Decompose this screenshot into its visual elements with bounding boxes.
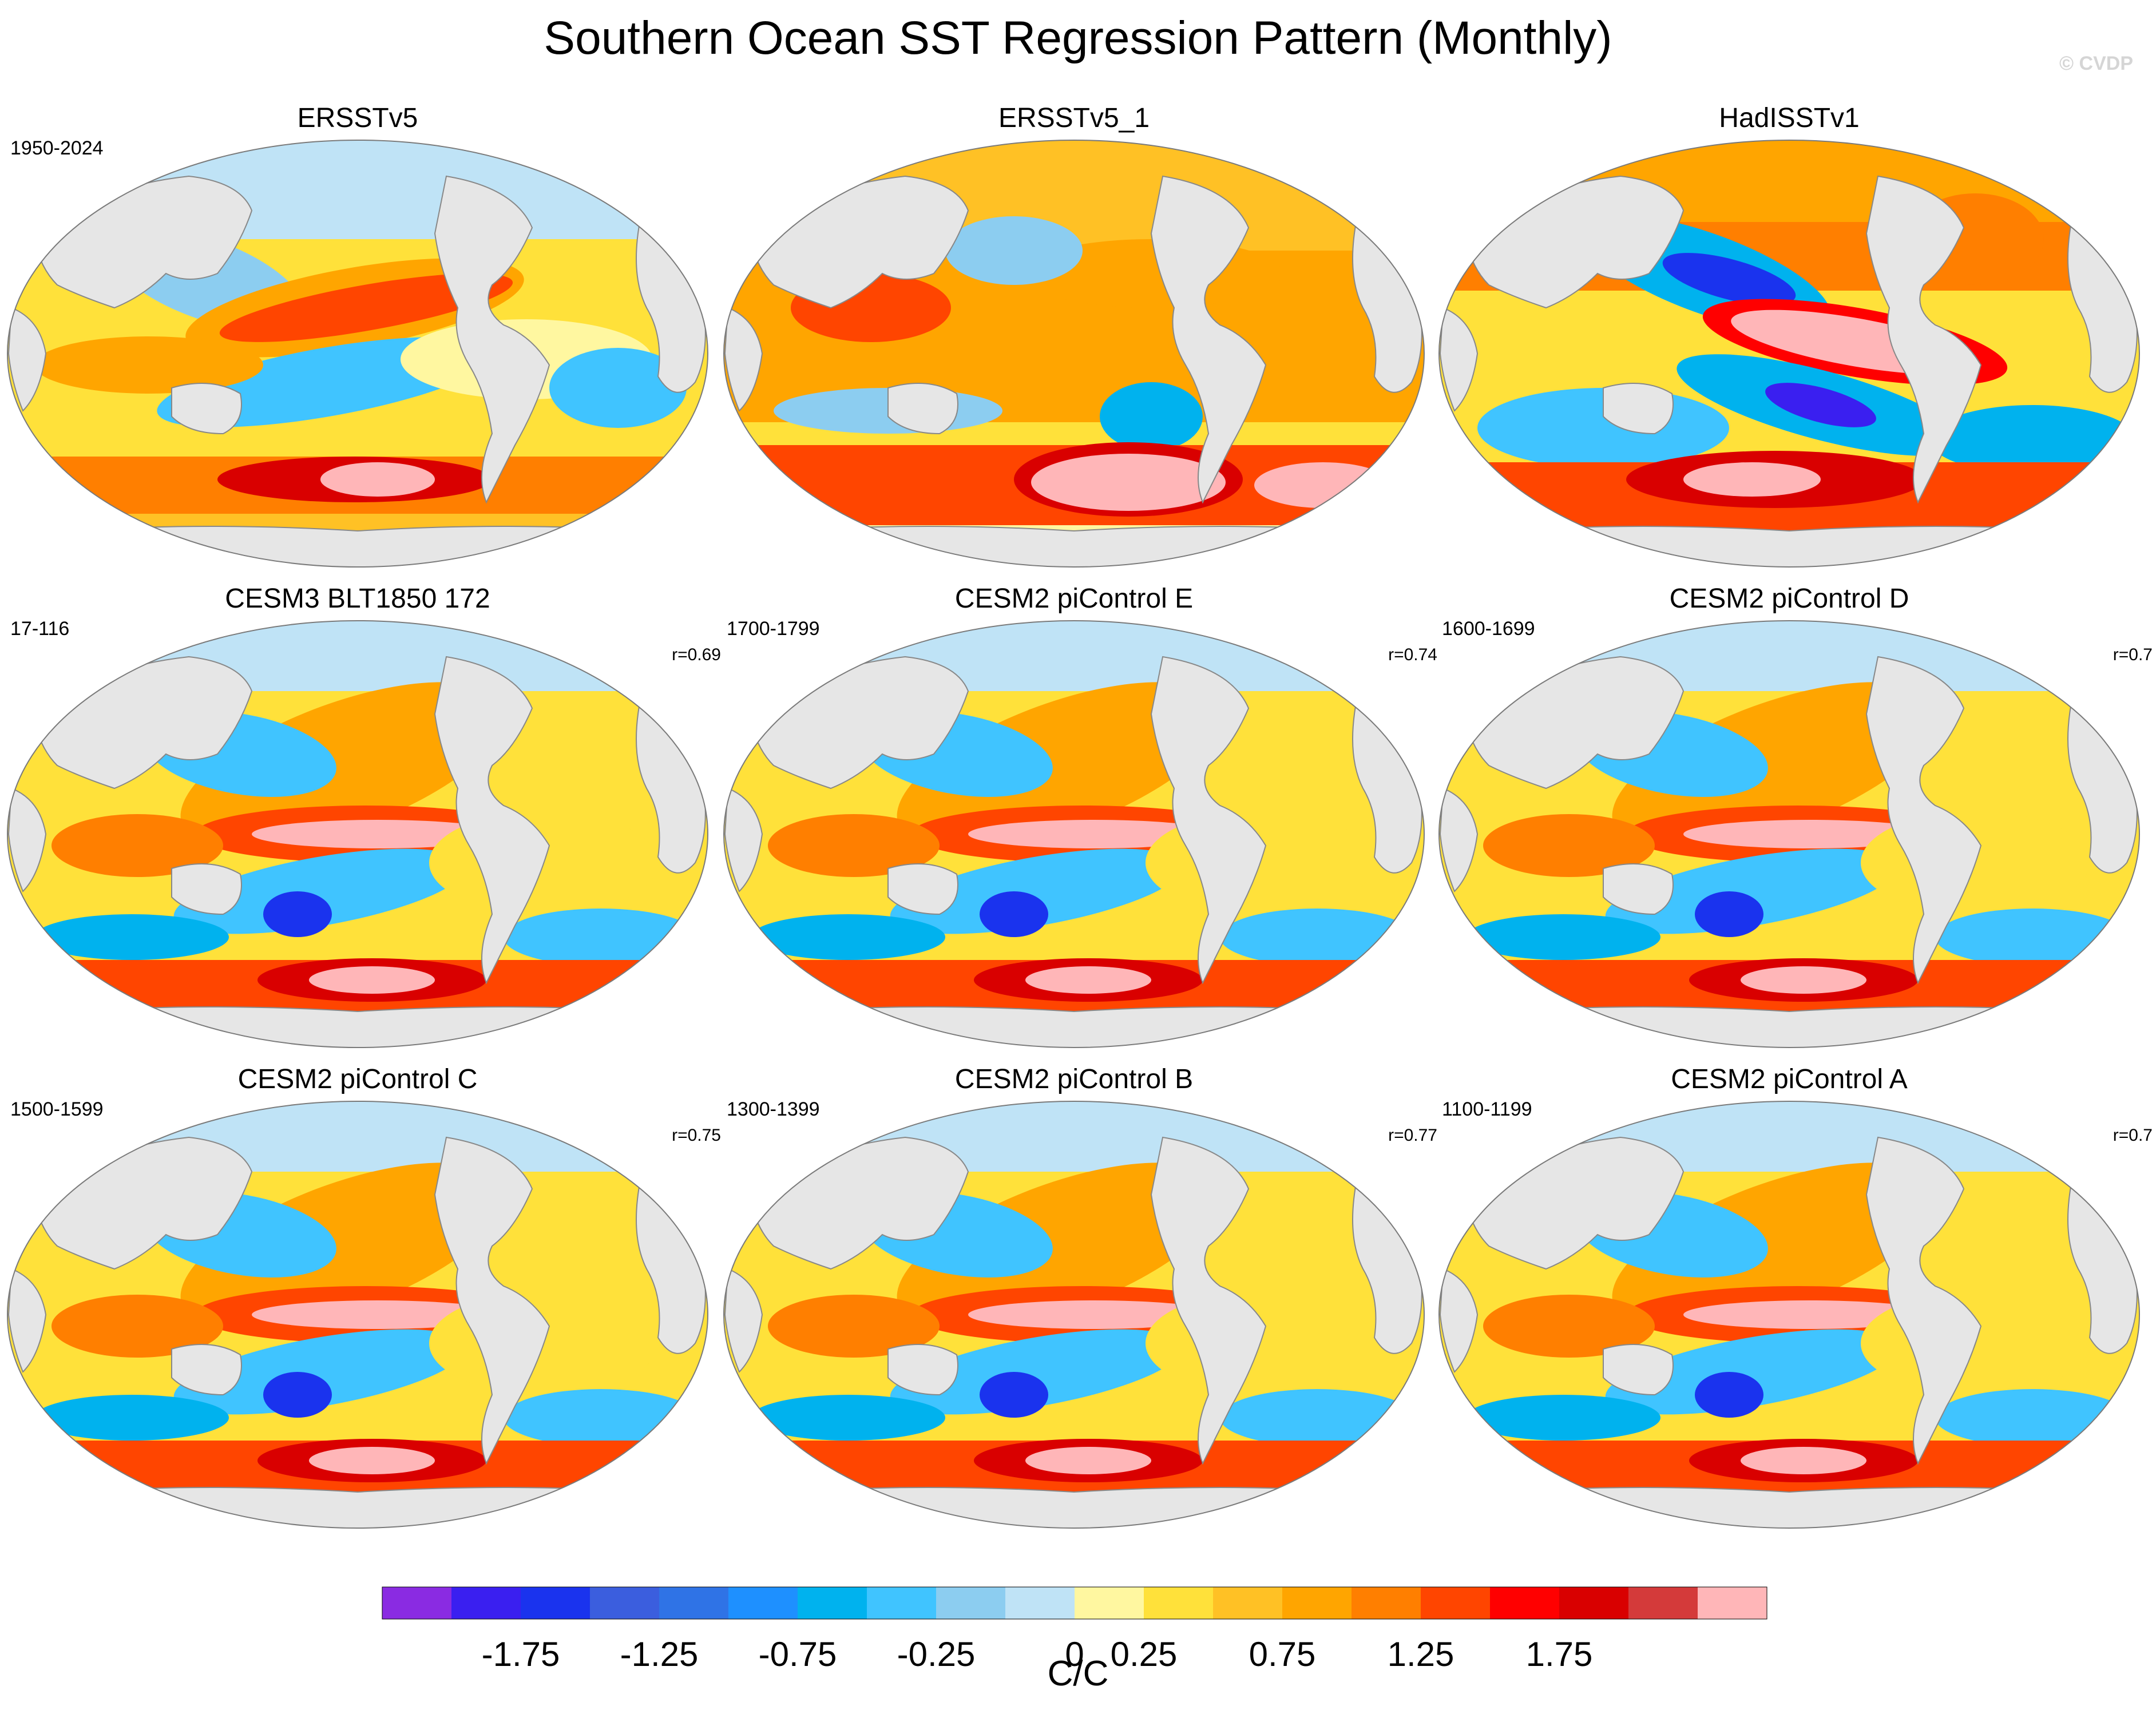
colorbar-swatch xyxy=(521,1587,590,1619)
map-border xyxy=(1438,140,2140,568)
panel-title: CESM3 BLT1850 172 xyxy=(225,584,490,614)
map-panel: CESM2 piControl C 1500-1599 r=0.75 xyxy=(0,1063,721,1538)
map-panel: ERSSTv5 1950-2024 xyxy=(0,102,715,577)
map-border xyxy=(7,620,708,1048)
map-border xyxy=(723,620,1425,1048)
colorbar-swatch xyxy=(451,1587,521,1619)
robinson-map xyxy=(7,140,708,568)
panel-period: 17-116 xyxy=(10,618,70,640)
panel-period: 1100-1199 xyxy=(1442,1098,1532,1120)
colorbar-swatch xyxy=(728,1587,798,1619)
colorbar-frame xyxy=(382,1586,1767,1620)
robinson-map xyxy=(7,1101,708,1529)
colorbar-swatch xyxy=(1698,1587,1767,1619)
colorbar-tick-label: 1.25 xyxy=(1388,1635,1454,1673)
colorbar-swatch xyxy=(867,1587,937,1619)
panel-title: CESM2 piControl B xyxy=(954,1064,1194,1094)
colorbar-units: C/C xyxy=(1047,1654,1109,1693)
panel-title: ERSSTv5_1 xyxy=(998,103,1150,133)
map-panel: CESM2 piControl E 1700-1799 r=0.74 xyxy=(716,582,1437,1057)
colorbar-swatch xyxy=(1421,1587,1491,1619)
map-border xyxy=(723,140,1425,568)
panel-period: 1600-1699 xyxy=(1442,618,1535,640)
robinson-map xyxy=(1438,620,2140,1048)
robinson-map xyxy=(1438,140,2140,568)
colorbar-swatch xyxy=(1005,1587,1075,1619)
map-border xyxy=(723,1101,1425,1529)
colorbar-tick-label: -1.25 xyxy=(620,1635,699,1673)
robinson-map xyxy=(723,140,1425,568)
panel-period: 1500-1599 xyxy=(10,1098,104,1120)
panel-period: 1950-2024 xyxy=(10,137,104,159)
colorbar-tick-label: 0.75 xyxy=(1249,1635,1316,1673)
panel-title: ERSSTv5 xyxy=(297,103,418,133)
pattern-correlation: r=0.7 xyxy=(2113,645,2153,664)
robinson-map xyxy=(7,620,708,1048)
panel-title: CESM2 piControl D xyxy=(1669,584,1909,614)
panel-title: CESM2 piControl C xyxy=(237,1064,478,1094)
panel-title: CESM2 piControl E xyxy=(954,584,1194,614)
colorbar-swatch xyxy=(382,1587,452,1619)
colorbar-tick-label: -0.25 xyxy=(897,1635,976,1673)
map-border xyxy=(1438,620,2140,1048)
colorbar-swatch xyxy=(1352,1587,1421,1619)
map-border xyxy=(1438,1101,2140,1529)
map-panel: CESM2 piControl B 1300-1399 r=0.77 xyxy=(716,1063,1437,1538)
colorbar-tick-label: 1.75 xyxy=(1526,1635,1593,1673)
map-panel: CESM2 piControl D 1600-1699 r=0.7 xyxy=(1432,582,2153,1057)
map-border xyxy=(7,1101,708,1529)
colorbar-swatch xyxy=(798,1587,867,1619)
colorbar-tick-label: -1.75 xyxy=(482,1635,560,1673)
map-panel: ERSSTv5_1 xyxy=(716,102,1432,577)
colorbar-tick-label: 0 xyxy=(1065,1635,1084,1673)
colorbar-tick-label: -0.75 xyxy=(759,1635,837,1673)
colorbar-swatch xyxy=(1213,1587,1283,1619)
robinson-map xyxy=(723,620,1425,1048)
colorbar-swatch xyxy=(1075,1587,1144,1619)
colorbar-swatch xyxy=(1628,1587,1698,1619)
pattern-correlation: r=0.74 xyxy=(1388,645,1437,664)
map-panel: CESM3 BLT1850 172 17-116 r=0.69 xyxy=(0,582,721,1057)
colorbar-swatch xyxy=(1559,1587,1629,1619)
colorbar-swatch xyxy=(590,1587,660,1619)
credit-watermark: © CVDP xyxy=(2059,53,2133,74)
colorbar-swatch xyxy=(1144,1587,1214,1619)
map-panel: CESM2 piControl A 1100-1199 r=0.7 xyxy=(1432,1063,2153,1538)
colorbar-swatch xyxy=(1282,1587,1352,1619)
map-panel: HadISSTv1 xyxy=(1432,102,2147,577)
panel-period: 1300-1399 xyxy=(727,1098,820,1120)
panel-title: HadISSTv1 xyxy=(1719,103,1860,133)
robinson-map xyxy=(1438,1101,2140,1529)
pattern-correlation: r=0.77 xyxy=(1388,1126,1437,1145)
map-border xyxy=(7,140,708,568)
panel-title: CESM2 piControl A xyxy=(1671,1064,1908,1094)
colorbar-swatch xyxy=(936,1587,1006,1619)
colorbar-tick-label: 0.25 xyxy=(1111,1635,1178,1673)
pattern-correlation: r=0.69 xyxy=(672,645,721,664)
robinson-map xyxy=(723,1101,1425,1529)
colorbar-swatch xyxy=(659,1587,729,1619)
pattern-correlation: r=0.75 xyxy=(672,1126,721,1145)
pattern-correlation: r=0.7 xyxy=(2113,1126,2153,1145)
colorbar-swatch xyxy=(1490,1587,1560,1619)
panel-period: 1700-1799 xyxy=(727,618,820,640)
figure-title: Southern Ocean SST Regression Pattern (M… xyxy=(544,12,1612,64)
